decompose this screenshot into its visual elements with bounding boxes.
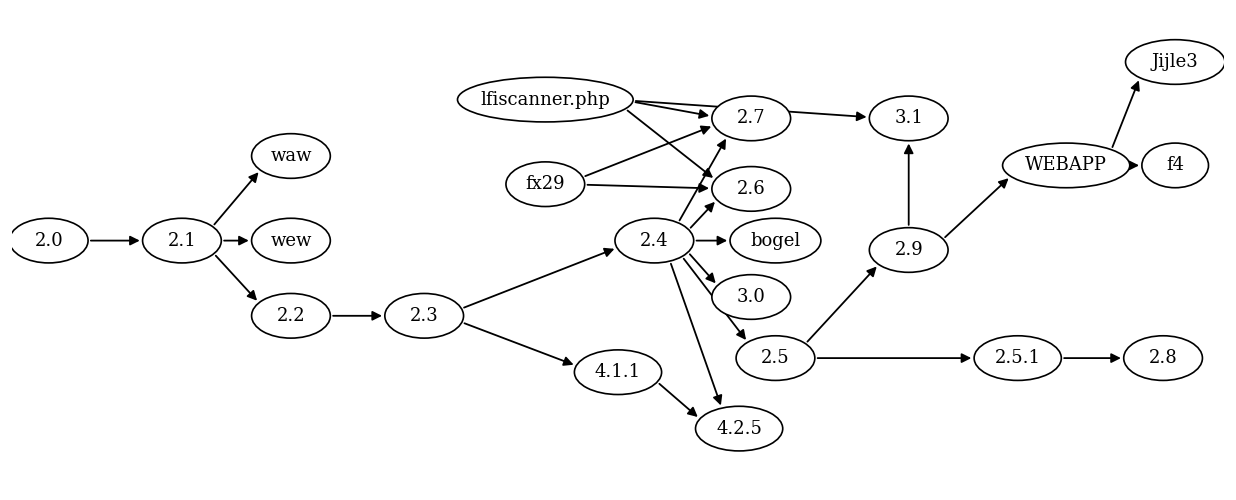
Ellipse shape [142,218,221,263]
Text: f4: f4 [1167,156,1184,174]
Ellipse shape [712,166,791,211]
Text: 2.7: 2.7 [737,110,765,128]
Ellipse shape [869,96,948,140]
Ellipse shape [252,294,330,338]
Text: lfiscanner.php: lfiscanner.php [481,90,611,108]
Text: fx29: fx29 [525,175,565,193]
Ellipse shape [1124,336,1203,380]
Text: WEBAPP: WEBAPP [1025,156,1107,174]
Text: waw: waw [271,147,311,165]
Text: 2.4: 2.4 [640,232,669,250]
Text: 2.8: 2.8 [1148,349,1178,367]
Ellipse shape [10,218,88,263]
Text: 2.6: 2.6 [737,180,765,198]
Text: Jijle3: Jijle3 [1152,53,1199,71]
Ellipse shape [616,218,693,263]
Ellipse shape [1142,143,1209,188]
Text: 2.1: 2.1 [168,232,197,250]
Ellipse shape [974,336,1062,380]
Text: 2.3: 2.3 [410,307,439,325]
Ellipse shape [737,336,815,380]
Text: 3.1: 3.1 [895,110,923,128]
Ellipse shape [712,96,791,140]
Text: 2.9: 2.9 [895,241,923,259]
Text: wew: wew [271,232,311,250]
Ellipse shape [712,274,791,320]
Ellipse shape [1002,143,1130,188]
Text: 2.0: 2.0 [35,232,63,250]
Ellipse shape [457,78,633,122]
Ellipse shape [1126,40,1225,84]
Text: 2.5.1: 2.5.1 [995,349,1041,367]
Ellipse shape [869,228,948,272]
Ellipse shape [730,218,821,263]
Text: 4.1.1: 4.1.1 [595,363,641,381]
Ellipse shape [384,294,464,338]
Text: bogel: bogel [750,232,801,250]
Text: 4.2.5: 4.2.5 [716,420,763,438]
Ellipse shape [252,134,330,178]
Ellipse shape [575,350,661,395]
Text: 2.2: 2.2 [277,307,305,325]
Text: 2.5: 2.5 [761,349,790,367]
Text: 3.0: 3.0 [737,288,765,306]
Ellipse shape [696,406,782,451]
Ellipse shape [506,162,585,206]
Ellipse shape [252,218,330,263]
